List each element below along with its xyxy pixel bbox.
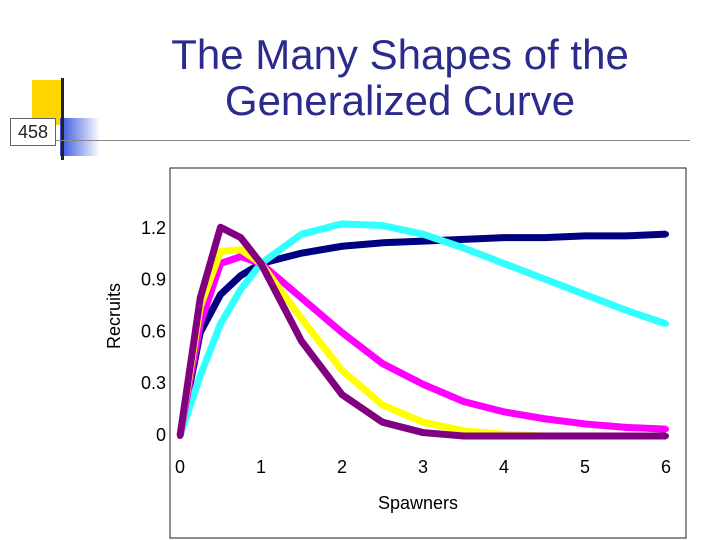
data-point: [460, 244, 467, 251]
x-tick-label: 6: [661, 457, 671, 477]
data-point: [420, 381, 426, 388]
data-point: [217, 320, 224, 327]
data-point: [339, 329, 345, 336]
series-line: [176, 223, 666, 440]
data-point: [339, 367, 345, 374]
data-point: [663, 231, 669, 238]
data-point: [298, 231, 305, 238]
data-point: [663, 433, 669, 439]
data-point: [420, 419, 426, 426]
data-point: [420, 429, 426, 436]
decor-vline: [61, 78, 64, 160]
data-point: [420, 231, 426, 238]
data-point: [663, 320, 669, 327]
data-point: [379, 401, 386, 408]
data-point: [298, 295, 305, 301]
data-point: [237, 253, 244, 260]
data-point: [237, 234, 244, 241]
y-tick-label: 0.6: [141, 321, 166, 341]
y-tick-label: 0: [156, 425, 166, 445]
data-point: [541, 415, 548, 422]
x-tick-label: 2: [337, 457, 347, 477]
data-point: [258, 260, 264, 267]
data-point: [501, 408, 507, 415]
data-point: [339, 243, 345, 250]
data-point: [501, 433, 507, 439]
data-point: [339, 220, 345, 227]
data-point: [420, 238, 426, 245]
data-point: [197, 372, 204, 379]
data-point: [298, 250, 305, 257]
data-point: [663, 426, 669, 433]
data-point: [501, 234, 507, 241]
decor-gradient: [60, 118, 100, 156]
data-point: [379, 239, 386, 246]
slide-title: The Many Shapes of the Generalized Curve: [171, 31, 629, 124]
x-tick-label: 3: [418, 457, 428, 477]
data-point: [237, 246, 244, 253]
data-point: [237, 272, 244, 279]
data-point: [237, 286, 244, 293]
data-point: [339, 391, 345, 398]
data-point: [298, 338, 305, 345]
x-tick-label: 0: [175, 457, 185, 477]
data-point: [460, 433, 467, 439]
data-point: [379, 360, 386, 367]
y-tick-label: 1.2: [141, 218, 166, 238]
data-point: [217, 291, 224, 298]
data-point: [379, 419, 386, 426]
series-line: [176, 253, 667, 437]
data-point: [582, 433, 588, 439]
x-tick-label: 5: [580, 457, 590, 477]
data-point: [582, 420, 588, 427]
y-axis-label: Recruits: [104, 283, 124, 349]
data-point: [622, 232, 629, 239]
x-tick-label: 1: [256, 457, 266, 477]
chart-frame: [169, 167, 687, 539]
data-point: [177, 433, 183, 439]
slide-number: 458: [10, 118, 56, 146]
data-point: [541, 234, 548, 241]
data-point: [541, 276, 548, 283]
data-point: [379, 222, 386, 229]
x-axis-label: Spawners: [378, 493, 458, 513]
data-point: [541, 433, 548, 439]
data-point: [460, 427, 467, 434]
data-point: [582, 232, 588, 239]
y-tick-label: 0.3: [141, 373, 166, 393]
y-tick-label: 0.9: [141, 270, 166, 290]
decor-hline: [10, 140, 690, 141]
data-point: [582, 291, 588, 298]
data-point: [622, 424, 629, 431]
data-point: [298, 315, 305, 322]
data-point: [217, 224, 224, 231]
data-point: [622, 433, 629, 439]
series-line: [176, 230, 667, 437]
decor-square: [32, 80, 62, 125]
data-point: [217, 248, 224, 255]
data-point: [460, 236, 467, 243]
data-point: [622, 307, 629, 314]
x-tick-label: 4: [499, 457, 509, 477]
data-point: [197, 295, 204, 301]
data-point: [501, 260, 507, 267]
data-point: [460, 398, 467, 405]
